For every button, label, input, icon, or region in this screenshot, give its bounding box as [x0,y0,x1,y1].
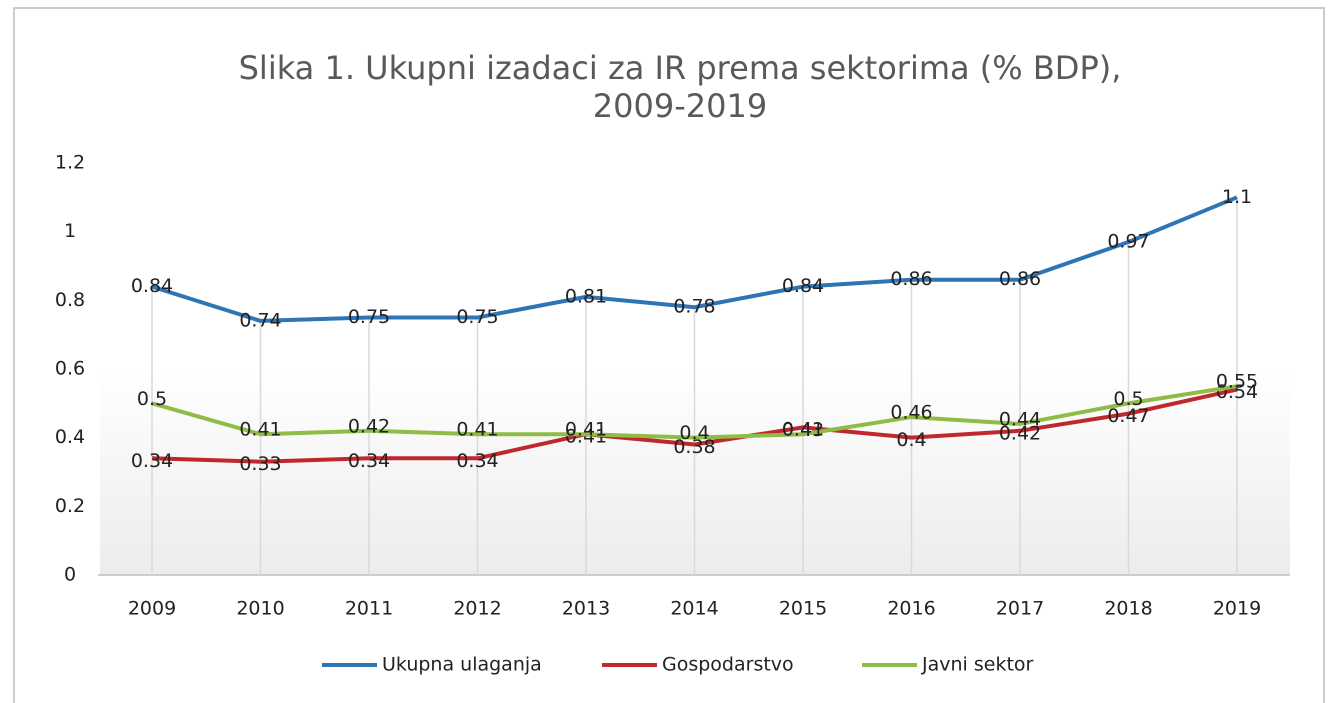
legend-label: Javni sektor [921,654,1034,676]
chart-border [13,7,1325,703]
x-tick-label: 2014 [670,598,718,620]
chart-title: Slika 1. Ukupni izadaci za IR prema sekt… [239,49,1122,87]
y-tick-label: 0 [64,564,76,586]
data-label: 0.41 [565,426,607,448]
x-tick-label: 2010 [236,598,284,620]
data-label: 0.33 [239,453,281,475]
data-label: 0.84 [782,275,824,297]
data-label: 0.5 [137,388,167,410]
x-tick-label: 2009 [128,598,176,620]
data-label: 0.42 [999,422,1041,444]
x-tick-label: 2015 [779,598,827,620]
y-tick-label: 0.2 [55,495,85,517]
y-tick-label: 0.4 [55,426,85,448]
data-label: 0.86 [999,268,1041,290]
line [151,387,1238,464]
data-label: 0.75 [456,306,498,328]
x-tick-label: 2019 [1213,598,1261,620]
data-label: 0.38 [673,436,715,458]
data-label: 0.55 [1216,371,1258,393]
data-label: 0.44 [999,408,1041,430]
data-label: 0.41 [456,419,498,441]
x-tick-label: 2017 [996,598,1044,620]
line [151,384,1238,440]
data-label: 0.34 [348,450,390,472]
data-label: 0.4 [679,422,709,444]
data-label: 0.81 [565,285,607,307]
data-label: 0.41 [565,419,607,441]
data-label: 0.5 [1113,388,1143,410]
data-label: 0.46 [890,402,932,424]
data-label: 0.41 [239,419,281,441]
x-tick-label: 2013 [562,598,610,620]
data-label: 0.4 [896,429,926,451]
data-label: 0.42 [348,415,390,437]
legend-label: Ukupna ulaganja [382,654,542,676]
x-tick-label: 2012 [453,598,501,620]
data-label: 0.75 [348,306,390,328]
data-label: 1.1 [1222,186,1252,208]
data-label: 0.47 [1107,405,1149,427]
data-label: 0.34 [131,450,173,472]
data-label: 0.97 [1107,230,1149,252]
legend-label: Gospodarstvo [662,654,794,676]
data-label: 0.41 [782,419,824,441]
data-label: 0.74 [239,309,281,331]
line [151,195,1238,323]
data-label: 0.78 [673,296,715,318]
y-tick-label: 0.8 [55,289,85,311]
y-tick-label: 1 [64,220,76,242]
x-tick-label: 2018 [1104,598,1152,620]
data-label: 0.86 [890,268,932,290]
y-tick-label: 0.6 [55,358,85,380]
x-tick-label: 2011 [345,598,393,620]
data-label: 0.84 [131,275,173,297]
y-tick-label: 1.2 [55,152,85,174]
data-label: 0.34 [456,450,498,472]
chart-title: 2009-2019 [593,87,767,125]
x-tick-label: 2016 [887,598,935,620]
